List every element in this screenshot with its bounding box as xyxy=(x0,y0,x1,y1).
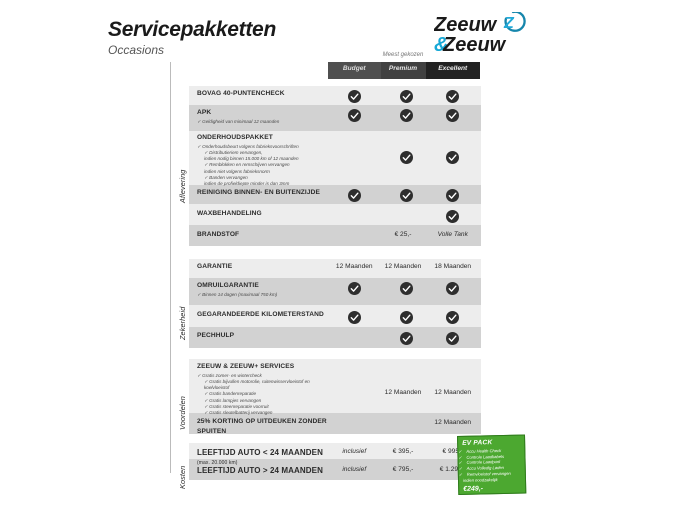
svg-text:Z: Z xyxy=(503,15,515,32)
svg-text:Zeeuw: Zeeuw xyxy=(434,14,498,36)
svg-text:Zeeuw: Zeeuw xyxy=(442,34,507,56)
